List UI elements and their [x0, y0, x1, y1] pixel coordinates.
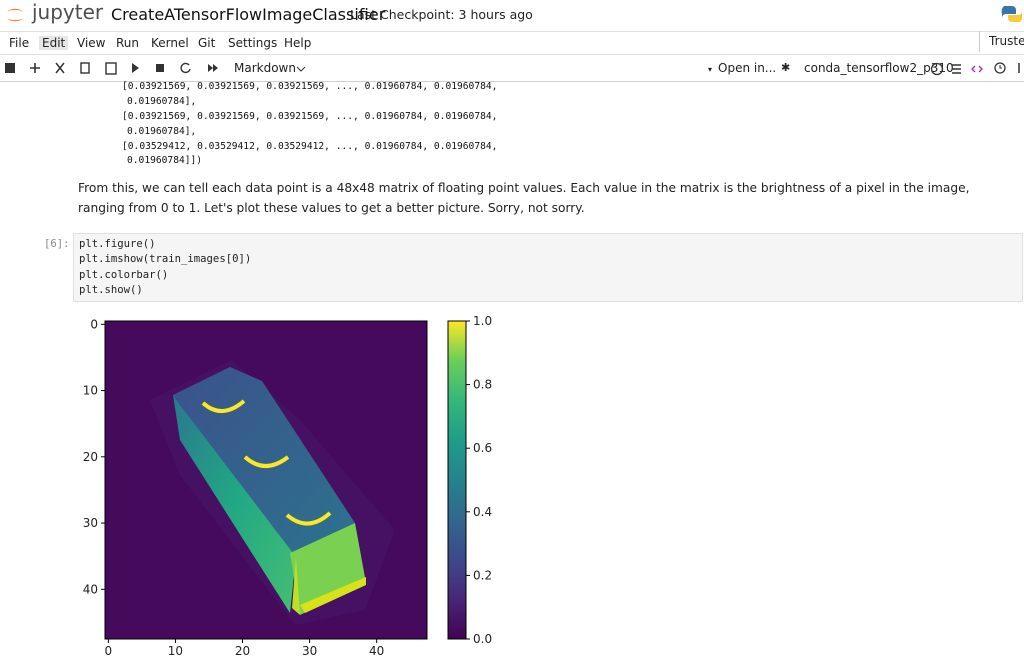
colorbar-tick-label: 0.0	[473, 632, 492, 646]
trusted-box: Trusted	[979, 31, 1024, 52]
toolbar-icons	[5, 62, 218, 75]
figure: 0 10 20 30 40 0 10 20 30 40 0.0 0.2 0.4 0.6 0.8 1.0	[83, 314, 492, 658]
toolbar: Markdown ▾ Open in... ✱ conda_tensorflow…	[0, 56, 1024, 82]
dropdown-arrow	[296, 66, 306, 72]
jupyter-icon	[7, 8, 23, 22]
markdown-paragraph: From this, we can tell each data point i…	[78, 181, 970, 215]
menu-item[interactable]: File	[9, 36, 30, 50]
menu-item[interactable]: Edit	[39, 36, 69, 50]
colorbar-tick-label: 0.4	[473, 505, 492, 519]
code-line: plt.figure()	[79, 238, 156, 250]
checkpoint: Last Checkpoint: 3 hours ago	[350, 7, 533, 22]
x-tick-label: 20	[235, 644, 250, 658]
y-tick-label: 0	[90, 317, 98, 331]
colorbar	[447, 320, 467, 640]
kernel-name[interactable]: conda_tensorflow2_p310	[804, 61, 954, 75]
code-line: plt.show()	[79, 283, 143, 296]
output-line: 0.01960784]])	[127, 155, 203, 166]
menu-item[interactable]: Git	[198, 36, 216, 50]
image	[104, 320, 428, 640]
y-tick-label: 10	[83, 384, 98, 398]
code-cell[interactable]	[73, 233, 1023, 302]
menubar	[0, 31, 1024, 55]
code-line: plt.colorbar()	[79, 268, 169, 281]
menu-item[interactable]: View	[77, 36, 106, 50]
menu-item[interactable]: Kernel	[151, 36, 189, 50]
open-caret: ▾	[708, 65, 713, 74]
open-in[interactable]: Open in...	[718, 61, 777, 75]
colorbar-tick-label: 0.2	[473, 568, 492, 582]
header: jupyter CreateATensorFlowImageClassifier…	[0, 0, 1024, 31]
output-line: [0.03921569, 0.03921569, 0.03921569, ...…	[122, 81, 498, 92]
code-line: plt.imshow(train_images[0])	[79, 253, 252, 266]
y-tick-label: 20	[83, 450, 98, 464]
axes: 0 10 20 30 40 0 10 20 30 40 0.0 0.2 0.4 0.6 0.8 1.0	[83, 314, 492, 658]
trusted[interactable]: Trusted	[989, 34, 1024, 48]
colorbar-tick-label: 0.6	[473, 441, 492, 455]
output-line: [0.03921569, 0.03921569, 0.03921569, ...…	[122, 111, 498, 122]
menu-item[interactable]: Settings	[228, 36, 278, 50]
logo[interactable]: jupyter	[32, 0, 104, 24]
x-tick-label: 10	[168, 644, 183, 658]
colorbar-tick-label: 0.8	[473, 378, 492, 392]
x-tick-label: 40	[369, 644, 384, 658]
x-tick-label: 30	[302, 644, 317, 658]
debug-icon[interactable]: ✱	[781, 61, 791, 74]
kernel-icons	[930, 62, 1020, 76]
menu-item[interactable]: Run	[116, 36, 140, 50]
y-tick-label: 40	[83, 582, 98, 596]
colorbar-tick-label: 1.0	[473, 314, 492, 328]
y-tick-label: 30	[83, 516, 98, 530]
output-line: 0.01960784],	[127, 96, 197, 107]
output-line: 0.01960784],	[127, 126, 197, 137]
cell-type[interactable]: Markdown	[234, 61, 296, 75]
menu-item[interactable]: Help	[284, 36, 312, 50]
python-icon	[1001, 6, 1023, 22]
output-line: [0.03529412, 0.03529412, 0.03529412, ...…	[122, 141, 498, 152]
cell-prompt: [6]:	[44, 238, 70, 250]
x-tick-label: 0	[105, 644, 113, 658]
notebook-title[interactable]: CreateATensorFlowImageClassifier	[111, 5, 386, 24]
